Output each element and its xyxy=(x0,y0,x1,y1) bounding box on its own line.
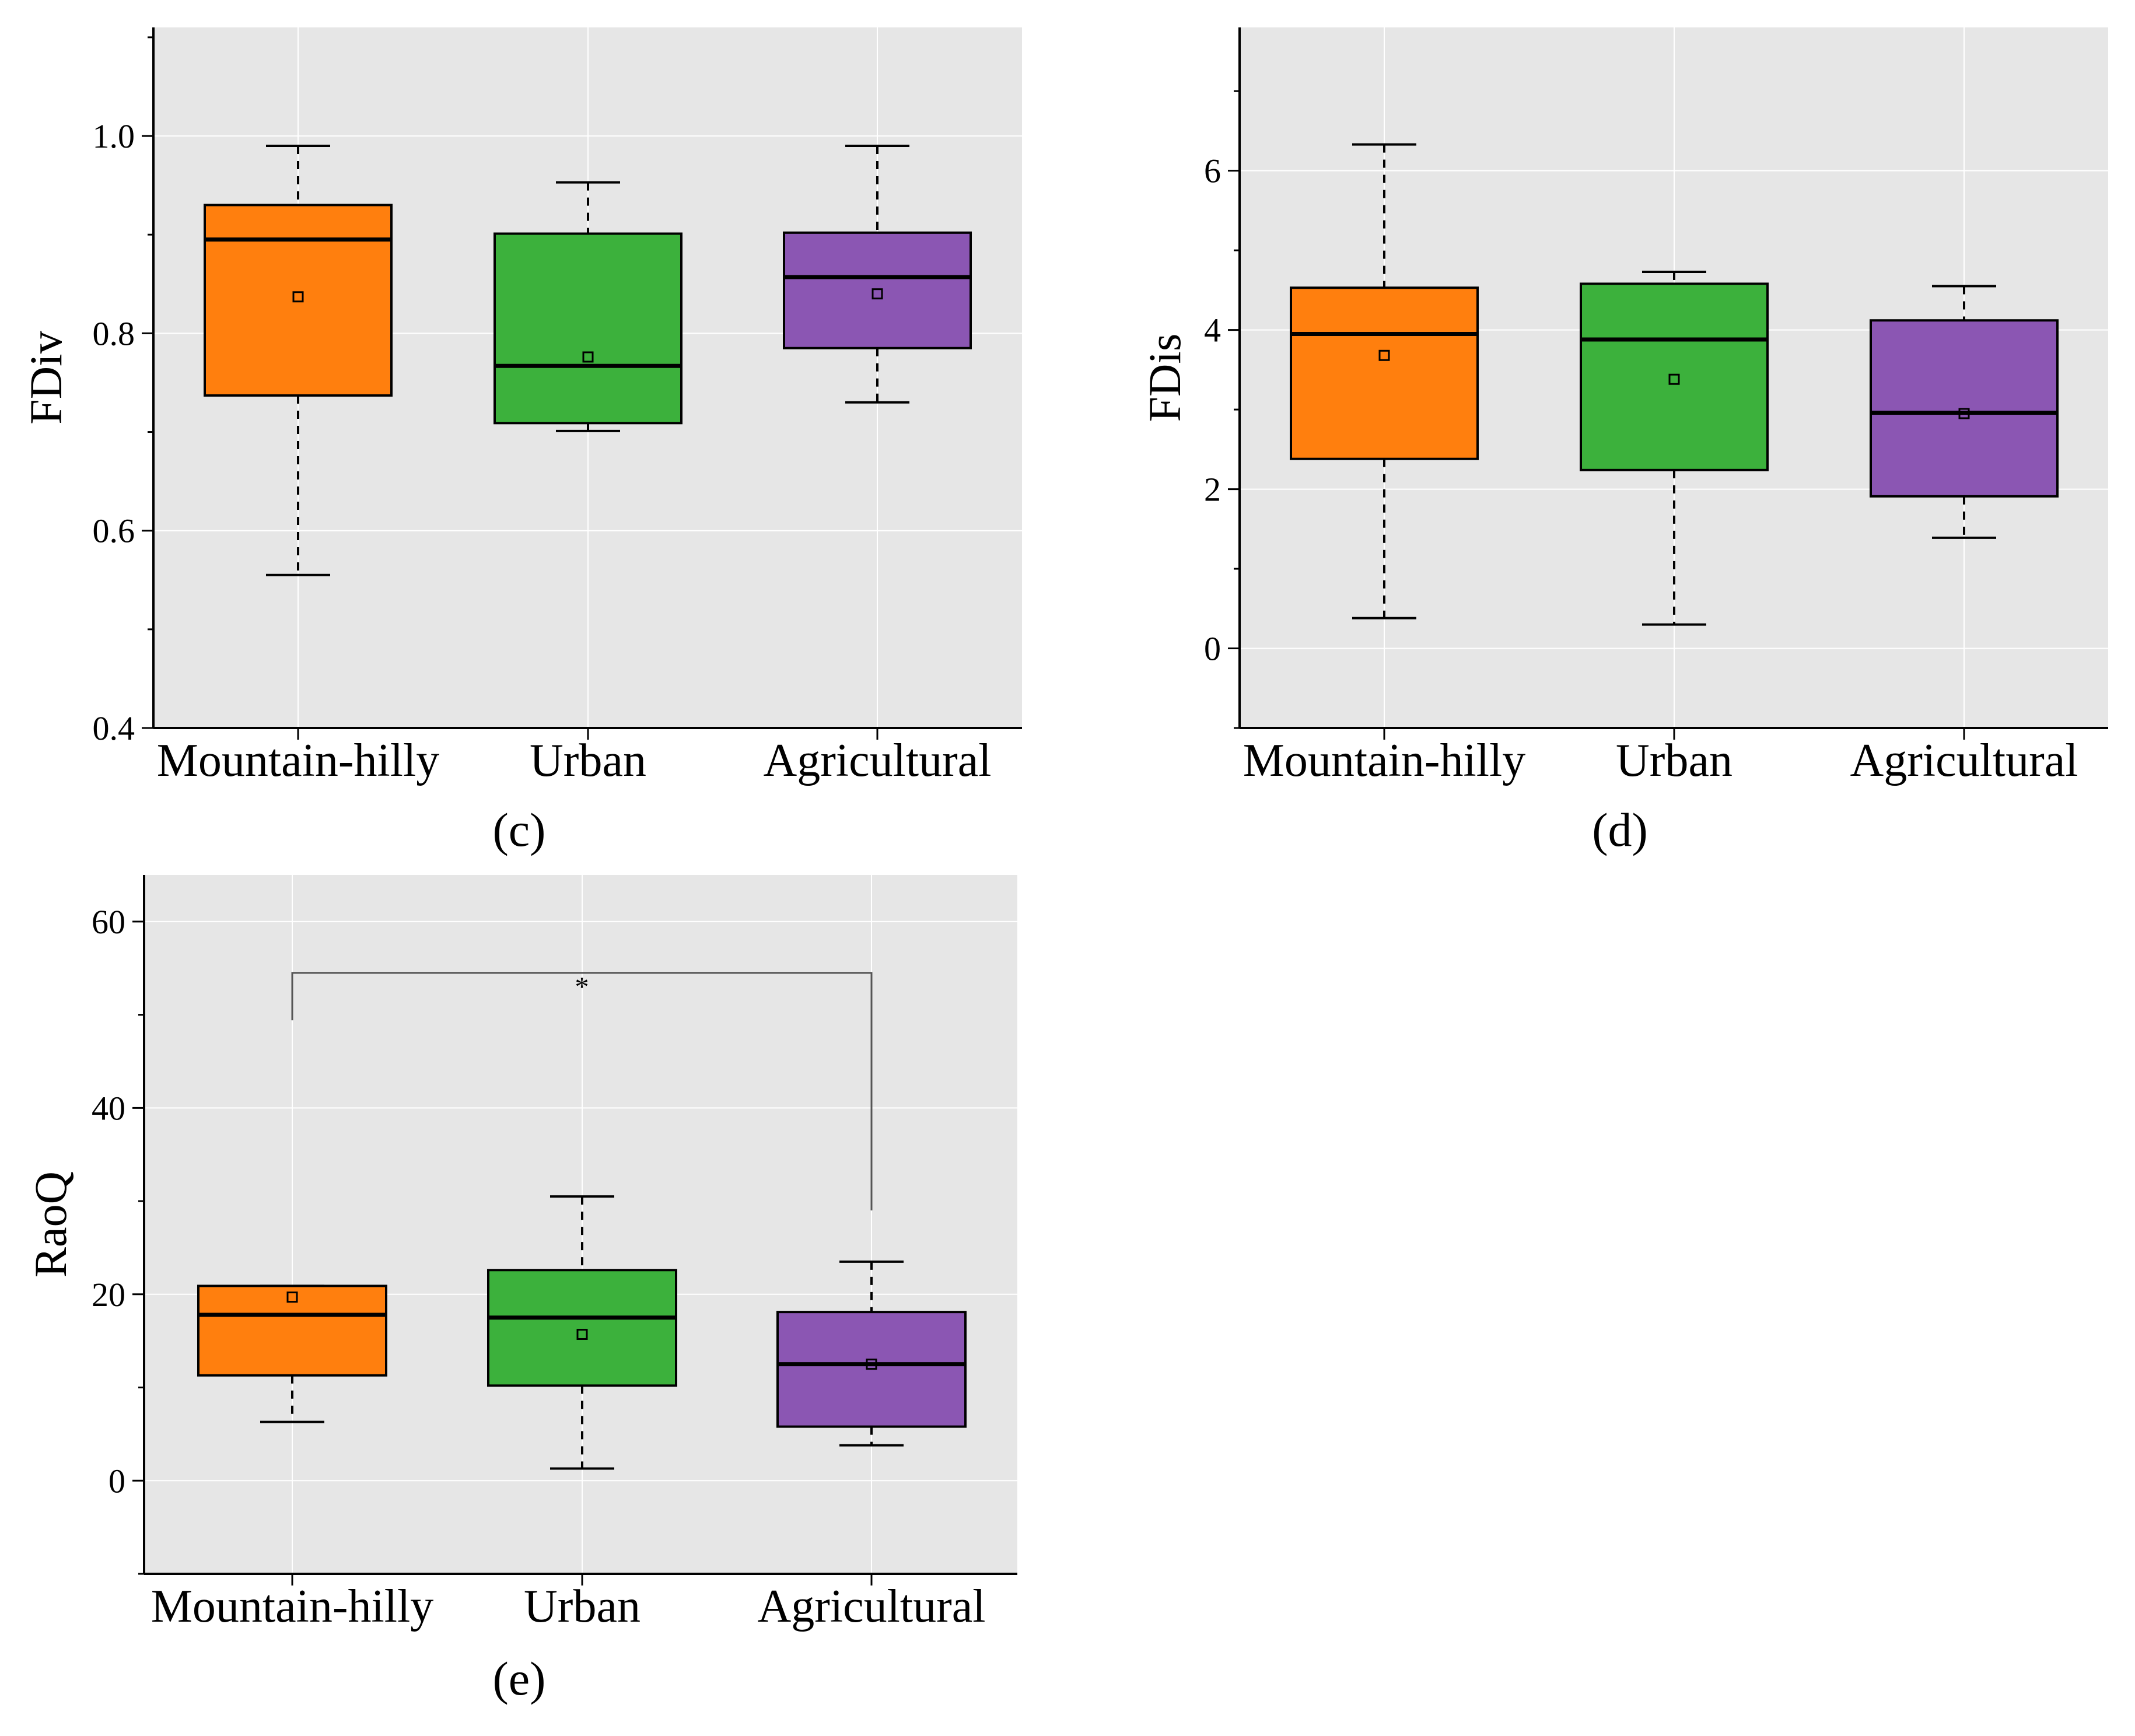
mean-marker xyxy=(582,351,594,363)
chart-panel-2: * 0 20 40 60 Mountain-hilly Urban Agricultural R… xyxy=(25,875,1017,1705)
iqr-box xyxy=(783,231,972,349)
x-tick-label: Urban xyxy=(524,1581,640,1632)
y-axis-label: RaoQ xyxy=(25,1171,76,1278)
significance-marker: * xyxy=(575,972,589,1003)
box-urban xyxy=(494,181,682,432)
box-agricultural xyxy=(776,1260,967,1447)
y-tick-label: 0 xyxy=(1204,630,1221,668)
mean-marker xyxy=(292,291,304,303)
x-tick-label: Urban xyxy=(1616,735,1732,786)
y-tick-label: 40 xyxy=(92,1089,125,1127)
x-tick-label: Agricultural xyxy=(758,1581,986,1632)
y-tick-label: 4 xyxy=(1204,312,1221,349)
x-tick-label: Agricultural xyxy=(1850,735,2078,786)
y-tick-label: 1.0 xyxy=(93,117,135,155)
box-agricultural xyxy=(783,144,972,404)
x-tick-label: Mountain-hilly xyxy=(157,735,439,786)
mean-marker xyxy=(1958,408,1970,419)
mean-marker xyxy=(866,1359,877,1370)
x-tick-label: Mountain-hilly xyxy=(151,1581,433,1632)
y-tick-label: 20 xyxy=(92,1276,125,1314)
y-tick-label: 0 xyxy=(108,1462,125,1500)
mean-marker xyxy=(286,1292,298,1303)
panel-label: (e) xyxy=(492,1652,545,1705)
mean-marker xyxy=(576,1328,588,1340)
iqr-box xyxy=(204,204,393,397)
x-tick-label: Agricultural xyxy=(764,735,992,786)
mean-marker xyxy=(872,288,883,300)
iqr-box xyxy=(1290,286,1479,460)
y-tick-label: 0.8 xyxy=(93,314,135,352)
box-urban xyxy=(487,1195,677,1470)
panel-label: (c) xyxy=(492,803,545,856)
y-tick-label: 60 xyxy=(92,903,125,941)
box-mountain-hilly xyxy=(1290,143,1479,620)
iqr-box xyxy=(487,1269,677,1387)
x-tick-label: Urban xyxy=(530,735,646,786)
box-mountain-hilly xyxy=(197,1284,387,1423)
iqr-box xyxy=(197,1284,387,1377)
y-tick-label: 2 xyxy=(1204,471,1221,509)
box-agricultural xyxy=(1870,285,2059,539)
iqr-box xyxy=(494,232,682,425)
mean-marker xyxy=(1668,373,1680,385)
box-mountain-hilly xyxy=(204,144,393,576)
y-axis-label: FDis xyxy=(1139,334,1190,422)
y-tick-label: 6 xyxy=(1204,152,1221,190)
y-tick-label: 0.6 xyxy=(93,512,135,550)
chart-panel-1: 0 2 4 6 Mountain-hilly Urban Agricultural FDis (… xyxy=(1139,27,2108,856)
box-urban xyxy=(1580,270,1769,626)
chart-panel-0: 0.4 0.6 0.8 1.0 Mountain-hilly Urban Agricultu… xyxy=(20,27,1022,856)
panel-label: (d) xyxy=(1592,803,1648,856)
y-axis-label: FDiv xyxy=(20,331,71,424)
iqr-box xyxy=(1580,282,1769,471)
x-tick-label: Mountain-hilly xyxy=(1243,735,1525,786)
significance-bracket xyxy=(291,972,873,1211)
y-tick-label: 0.4 xyxy=(93,709,135,747)
mean-marker xyxy=(1378,349,1390,361)
